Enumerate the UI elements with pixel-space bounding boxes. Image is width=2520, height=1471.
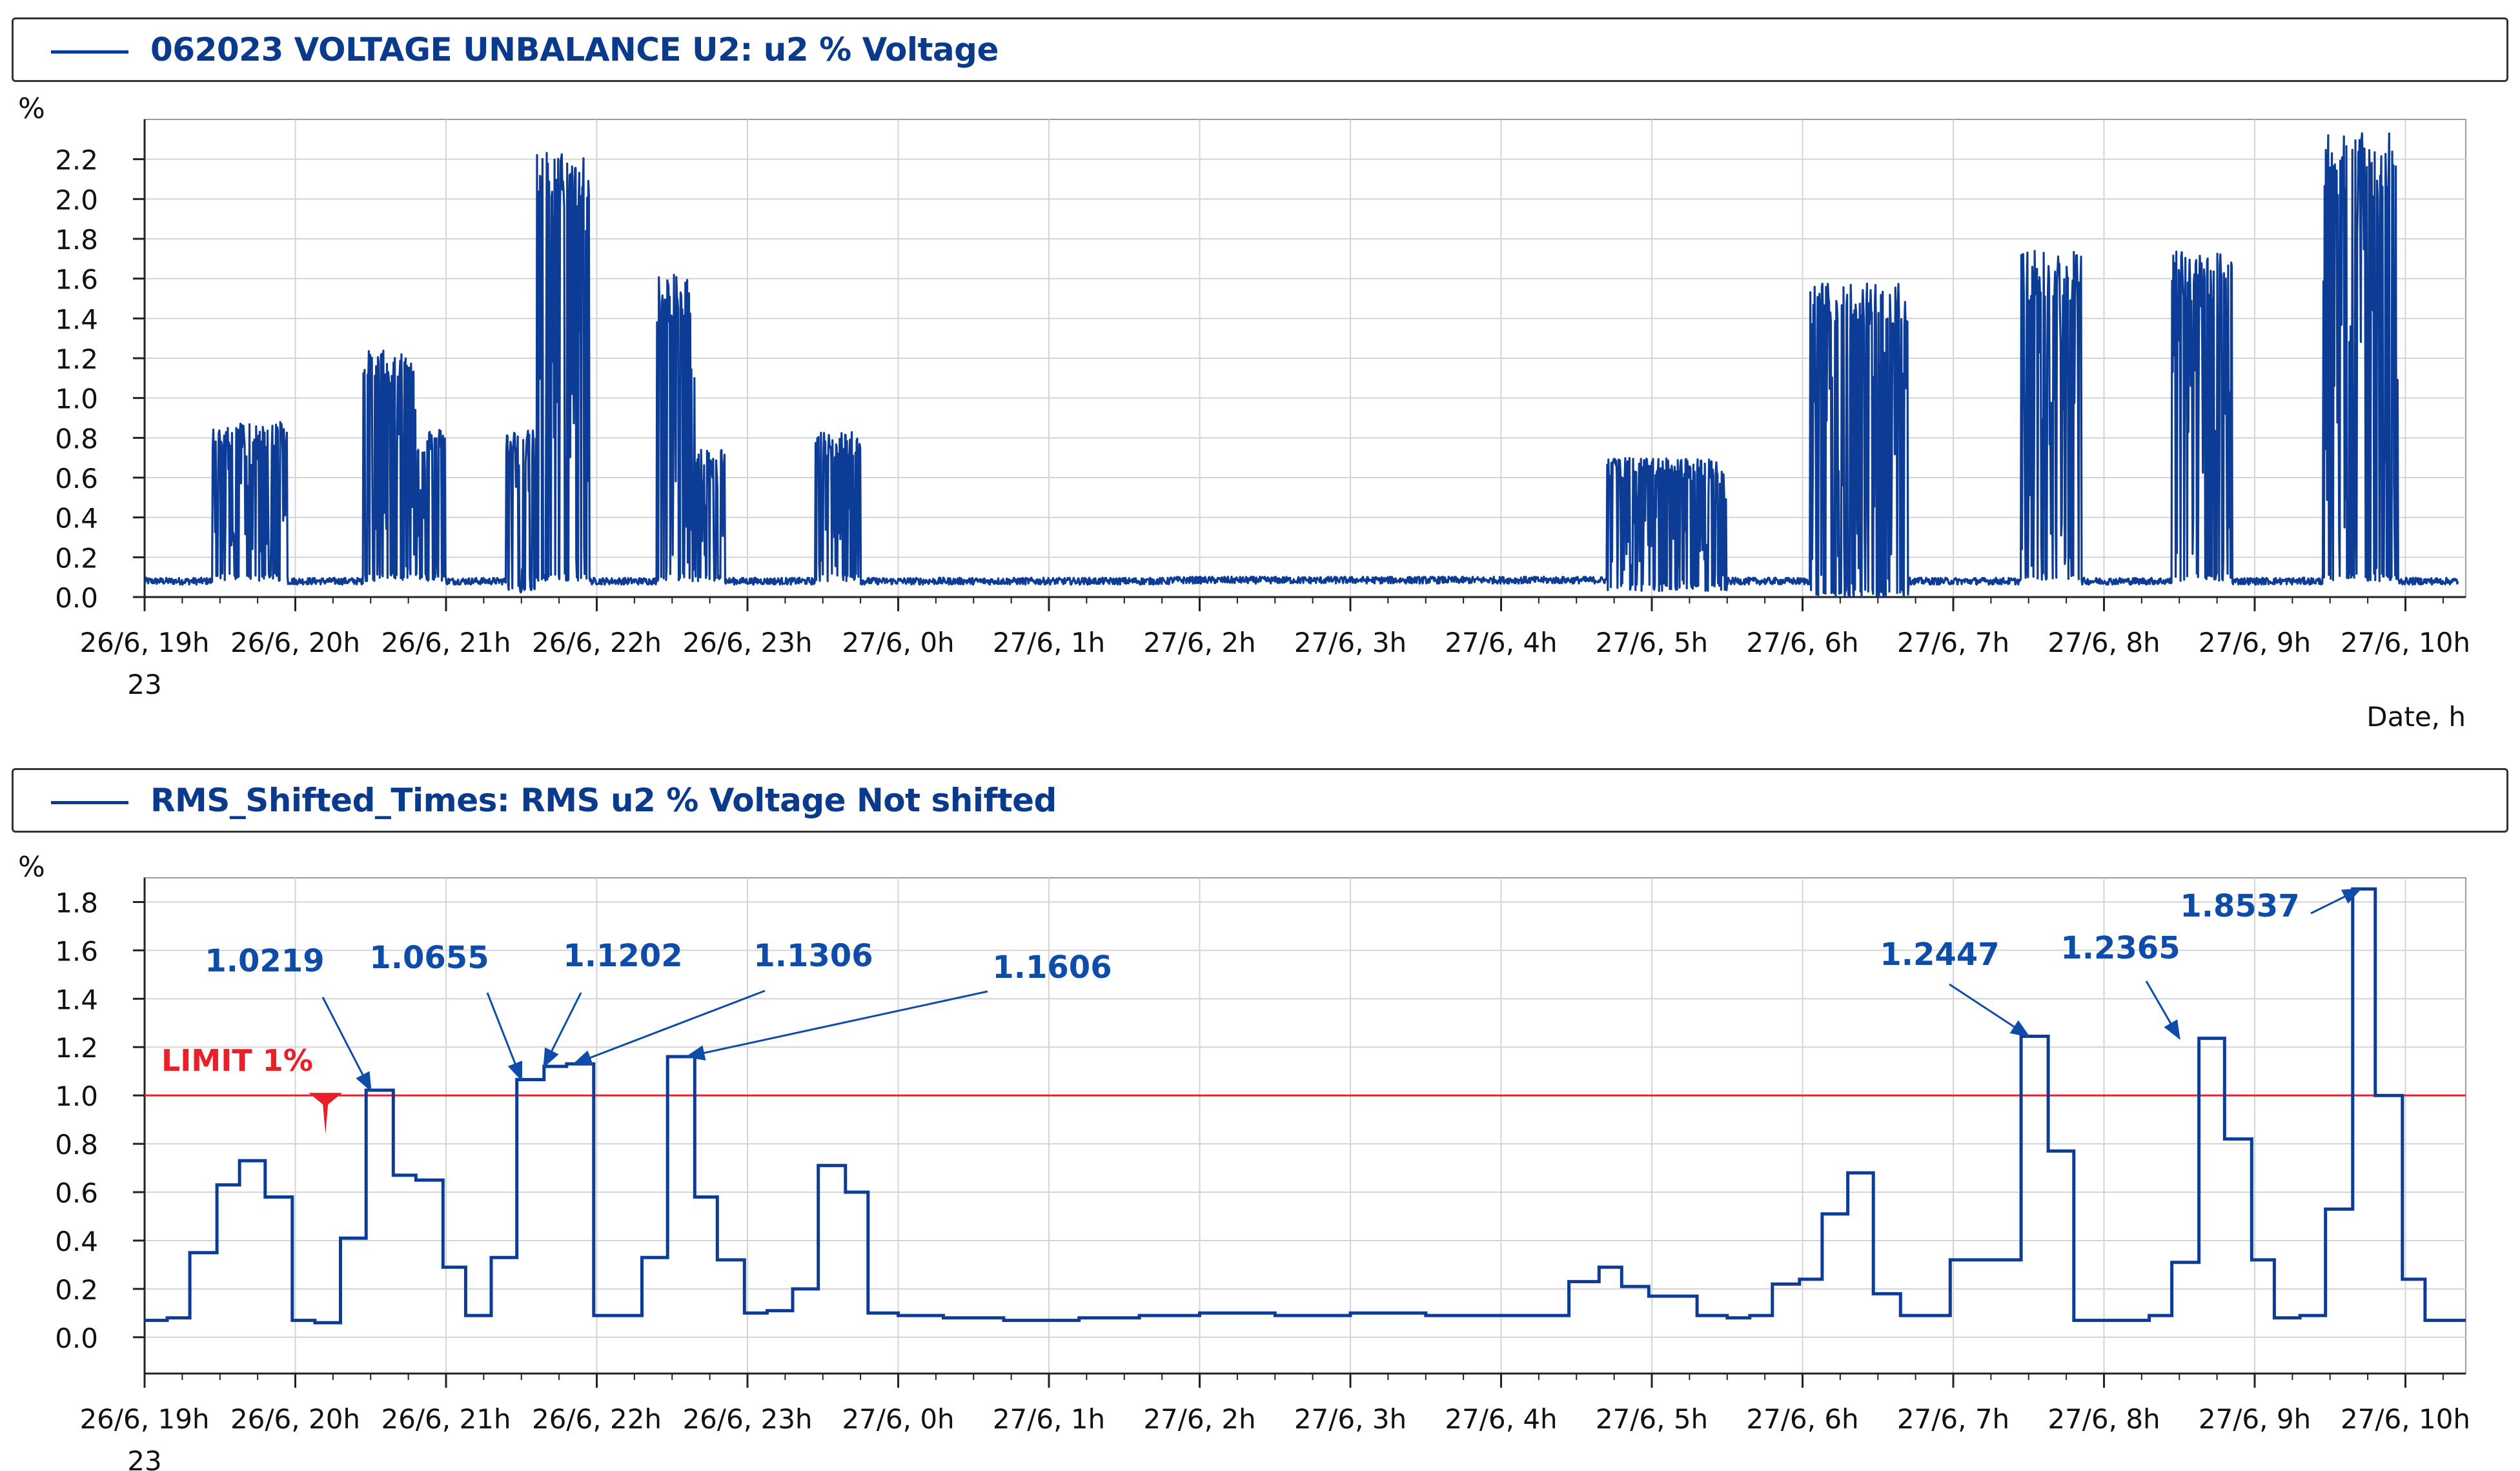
chart1-x-tick-label: 27/6, 0h: [842, 627, 954, 658]
chart1-y-label: %: [18, 92, 45, 125]
chart2-annotation-arrow: [486, 992, 523, 1082]
chart1-series-line: [143, 132, 2459, 598]
chart2-y-tick-label: 0.0: [55, 1323, 98, 1354]
chart1-x-tick-label: 26/6, 19h: [79, 627, 209, 658]
chart2-x-tick-label: 27/6, 1h: [993, 1403, 1105, 1435]
chart1-x-tick-label: 27/6, 2h: [1143, 627, 1255, 658]
chart1-y-tick-label: 0.0: [55, 582, 98, 614]
chart2-x-tick-label: 27/6, 10h: [2341, 1403, 2470, 1435]
chart2-annotation-label: 1.0655: [369, 940, 489, 976]
chart2-limit-marker: [309, 1093, 343, 1135]
chart2-annotation-arrow: [543, 992, 582, 1068]
chart1-y-tick-label: 1.8: [55, 224, 98, 256]
chart2-y-tick-label: 0.4: [55, 1226, 98, 1257]
chart2-x-tick-label: 26/6, 20h: [230, 1403, 360, 1435]
chart2-y-tick-label: 1.2: [55, 1032, 98, 1064]
chart1-x-label: Date, h: [2366, 701, 2466, 733]
chart2-y-tick-label: 1.6: [55, 935, 98, 967]
chart2-legend-box: RMS_Shifted_Times: RMS u2 % Voltage Not …: [12, 768, 2508, 833]
chart2-y-tick-label: 0.8: [55, 1129, 98, 1161]
chart2-annotation-arrow: [572, 989, 766, 1065]
chart1-y-tick-label: 1.2: [55, 343, 98, 375]
chart2-y-tick-label: 0.6: [55, 1177, 98, 1209]
chart1-x-tick-label: 27/6, 9h: [2199, 627, 2311, 658]
chart1-x-tick-label: 27/6, 6h: [1746, 627, 1858, 658]
chart2-annotation-label: 1.8537: [2180, 888, 2299, 924]
chart2-annotation-arrow: [1949, 983, 2031, 1038]
chart1-y-tick-label: 0.6: [55, 463, 98, 494]
chart2-y-tick-label: 1.4: [55, 984, 98, 1015]
chart1-y-tick-label: 1.0: [55, 383, 98, 415]
chart2-title: RMS_Shifted_Times: RMS u2 % Voltage Not …: [150, 782, 1057, 819]
chart2-y-label: %: [18, 851, 45, 884]
chart1-year-label: 23: [127, 669, 161, 700]
chart2-x-tick-label: 26/6, 21h: [381, 1403, 511, 1435]
chart2-y-tick-label: 1.8: [55, 887, 98, 918]
chart1-y-tick-label: 1.4: [55, 303, 98, 335]
chart1-y-tick-label: 2.2: [55, 145, 98, 176]
chart1-x-tick-label: 27/6, 8h: [2048, 627, 2160, 658]
chart2-y-tick-label: 1.0: [55, 1080, 98, 1112]
chart2-annotation-arrow: [685, 990, 988, 1061]
chart1-x-tick-label: 26/6, 21h: [381, 627, 511, 658]
chart1-y-tick-label: 0.2: [55, 542, 98, 574]
chart1-x-tick-label: 27/6, 1h: [993, 627, 1105, 658]
chart2-legend-line: [51, 801, 128, 804]
chart2-plot-area: [144, 877, 2466, 1374]
chart2-x-tick-label: 26/6, 23h: [682, 1403, 812, 1435]
chart2-annotation-arrow: [2310, 888, 2362, 915]
chart2-y-tick-label: 0.2: [55, 1274, 98, 1306]
chart1-title: 062023 VOLTAGE UNBALANCE U2: u2 % Voltag…: [150, 31, 999, 68]
chart1-y-tick-label: 0.8: [55, 423, 98, 454]
chart1-legend-line: [51, 50, 128, 54]
chart2-x-tick-label: 27/6, 6h: [1746, 1403, 1858, 1435]
chart2-annotation-label: 1.2365: [2060, 930, 2180, 966]
chart2-x-tick-label: 27/6, 7h: [1897, 1403, 2009, 1435]
chart1-x-tick-label: 26/6, 22h: [532, 627, 662, 658]
chart2-x-tick-label: 26/6, 22h: [532, 1403, 662, 1435]
chart2-x-tick-label: 27/6, 8h: [2048, 1403, 2160, 1435]
chart2-annotation-label: 1.1606: [992, 949, 1112, 986]
chart2-x-tick-label: 26/6, 19h: [79, 1403, 209, 1435]
chart1-x-tick-label: 27/6, 4h: [1445, 627, 1557, 658]
chart2-series-step-line: [145, 887, 2466, 1324]
chart2-annotation-label: 1.2447: [1880, 937, 1999, 973]
chart1-x-tick-label: 27/6, 5h: [1596, 627, 1708, 658]
chart1-y-tick-label: 2.0: [55, 184, 98, 216]
chart2-x-tick-label: 27/6, 3h: [1294, 1403, 1407, 1435]
chart2-x-tick-label: 27/6, 2h: [1143, 1403, 1255, 1435]
chart1-y-tick-label: 0.4: [55, 503, 98, 534]
chart1-x-tick-label: 26/6, 20h: [230, 627, 360, 658]
chart1-x-tick-label: 26/6, 23h: [682, 627, 812, 658]
chart2-x-tick-label: 27/6, 9h: [2199, 1403, 2311, 1435]
chart1-y-tick-label: 1.6: [55, 264, 98, 296]
chart2-x-tick-label: 27/6, 0h: [842, 1403, 954, 1435]
chart2-year-label: 23: [127, 1445, 161, 1471]
chart1-legend-box: 062023 VOLTAGE UNBALANCE U2: u2 % Voltag…: [12, 17, 2508, 82]
chart2-annotation-arrow: [2145, 980, 2180, 1040]
chart2-x-tick-label: 27/6, 4h: [1445, 1403, 1557, 1435]
chart1-x-tick-label: 27/6, 10h: [2341, 627, 2470, 658]
chart2-annotation-arrow: [321, 997, 372, 1092]
chart2-annotation-label: 1.1202: [563, 938, 682, 974]
chart2-limit-label: LIMIT 1%: [161, 1043, 313, 1078]
chart1-x-tick-label: 27/6, 3h: [1294, 627, 1407, 658]
chart2-x-tick-label: 27/6, 5h: [1596, 1403, 1708, 1435]
chart2-annotation-label: 1.0219: [205, 943, 324, 979]
chart1-x-tick-label: 27/6, 7h: [1897, 627, 2009, 658]
chart2-annotation-label: 1.1306: [753, 938, 873, 974]
